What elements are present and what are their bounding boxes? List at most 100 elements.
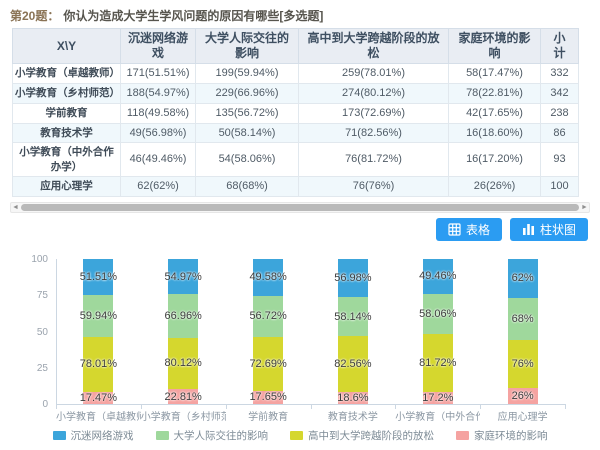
table-cell: 100 [540,175,579,197]
bar-segment[interactable]: 18.6% [337,391,369,405]
table-row: 学前教育 118(49.58%) 135(56.72%) 173(72.69%)… [12,102,579,124]
table-row: 小学教育（卓越教师） 171(51.51%) 199(59.94%) 259(7… [12,63,579,84]
x-axis-category-label: 应用心理学 [497,412,548,423]
bar-value-label: 62% [511,272,534,285]
row-label: 小学教育（中外合作办学） [12,142,121,177]
table-cell: 332 [540,63,579,84]
stacked-bar: 49.58% 56.72% 72.69% 17.65% [249,259,287,404]
x-axis-tick [140,404,142,409]
stacked-bar: 62% 68% 76% 26% [507,259,538,404]
bar-chart-view-button[interactable]: 柱状图 [509,218,588,241]
legend-item[interactable]: 沉迷网络游戏 [52,428,134,443]
bar-segment[interactable]: 22.81% [165,389,202,404]
table-view-button[interactable]: 表格 [435,218,502,241]
bar-segment[interactable]: 51.51% [80,259,117,296]
bar-segment[interactable]: 58.06% [419,293,456,335]
bar-segment[interactable]: 59.94% [80,295,117,338]
col-header-games: 沉迷网络游戏 [120,28,196,64]
x-axis-category-label: 小学教育（中外合作... [395,412,480,423]
bar-value-label: 18.6% [337,391,369,404]
chart-legend: 沉迷网络游戏 大学人际交往的影响 高中到大学跨越阶段的放松 家庭环境的影响 [0,428,600,443]
bar-value-label: 56.98% [334,272,372,285]
table-cell: 238 [540,102,579,124]
table-cell: 93 [540,142,579,177]
bar-value-label: 51.51% [79,271,118,284]
y-axis-tick-label: 0 [42,399,48,410]
bar-value-label: 17.2% [422,391,454,404]
stacked-bar: 51.51% 59.94% 78.01% 17.47% [80,259,117,404]
bar-value-label: 58.14% [334,310,372,323]
bar-value-label: 80.12% [164,357,202,370]
legend-item[interactable]: 大学人际交往的影响 [155,428,268,443]
table-row: 小学教育（中外合作办学） 46(49.46%) 54(58.06%) 76(81… [12,142,579,177]
bar-value-label: 72.69% [249,358,287,371]
table-cell: 173(72.69%) [298,102,449,124]
bar-segment[interactable]: 76% [507,340,538,388]
row-label: 学前教育 [12,102,121,124]
table-cell: 58(17.47%) [448,63,541,84]
legend-swatch [290,431,303,440]
bar-chart-view-label: 柱状图 [539,223,576,237]
y-axis-tick-label: 100 [31,254,48,265]
bar-segment[interactable]: 82.56% [334,336,372,392]
bar-segment[interactable]: 49.46% [419,259,456,294]
bar-segment[interactable]: 17.2% [422,391,454,404]
bar-segment[interactable]: 68% [507,297,538,341]
bar-segment[interactable]: 66.96% [165,294,202,338]
y-axis-tick-label: 75 [36,290,48,302]
bar-segment[interactable]: 78.01% [80,337,117,392]
bar-value-label: 76% [511,357,534,370]
bar-segment[interactable]: 62% [507,259,538,298]
legend-label: 高中到大学跨越阶段的放松 [308,430,434,442]
col-header-social: 大学人际交往的影响 [195,28,299,64]
table-cell: 71(82.56%) [298,122,449,144]
bar-value-label: 56.72% [249,310,287,323]
bar-value-label: 68% [511,313,534,325]
table-cell: 342 [540,82,579,104]
x-axis-tick [565,404,566,409]
scrollbar-left-arrow-icon[interactable]: ◄ [12,204,19,211]
bar-segment[interactable]: 17.47% [80,391,117,404]
bar-segment[interactable]: 56.72% [249,295,287,338]
x-axis-tick [395,404,397,409]
scrollbar-thumb[interactable] [21,204,579,211]
bar-segment[interactable]: 72.69% [249,337,287,391]
table-cell: 78(22.81%) [448,82,541,104]
x-axis-tick [56,404,57,409]
bar-segment[interactable]: 81.72% [419,334,456,392]
col-header-transition: 高中到大学跨越阶段的放松 [298,28,449,64]
col-header-xy: X\Y [12,28,121,64]
bar-value-label: 17.47% [79,391,118,404]
table-grid-icon [448,223,461,236]
stacked-bar: 56.98% 58.14% 82.56% 18.6% [334,259,372,405]
bar-segment[interactable]: 58.14% [334,297,372,337]
view-toolbar: 表格 柱状图 [12,218,588,241]
table-cell: 76(76%) [298,175,449,197]
bar-value-label: 81.72% [419,357,457,370]
table-row: 教育技术学 49(56.98%) 50(58.14%) 71(82.56%) 1… [12,122,579,144]
bar-segment[interactable]: 17.65% [249,390,287,404]
legend-item[interactable]: 高中到大学跨越阶段的放松 [290,428,434,443]
scrollbar-right-arrow-icon[interactable]: ► [581,204,588,211]
table-cell: 16(18.60%) [448,122,541,144]
table-header-row: X\Y 沉迷网络游戏 大学人际交往的影响 高中到大学跨越阶段的放松 家庭环境的影… [12,28,579,64]
bar-segment[interactable]: 56.98% [334,259,372,298]
bar-value-label: 17.65% [249,391,287,404]
legend-item[interactable]: 家庭环境的影响 [456,428,548,443]
crosstab-table: X\Y 沉迷网络游戏 大学人际交往的影响 高中到大学跨越阶段的放松 家庭环境的影… [12,28,579,197]
table-cell: 76(81.72%) [298,142,449,177]
table-cell: 86 [540,122,579,144]
col-header-subtotal: 小计 [540,28,579,64]
bar-segment[interactable]: 54.97% [165,259,202,295]
table-row: 小学教育（乡村师范） 188(54.97%) 229(66.96%) 274(8… [12,82,579,104]
table-cell: 16(17.20%) [448,142,541,177]
legend-swatch [52,431,66,440]
bar-segment[interactable]: 26% [507,387,538,404]
x-axis-tick [480,404,482,409]
bar-segment[interactable]: 49.58% [249,259,287,296]
bar-segment[interactable]: 80.12% [165,337,202,390]
horizontal-scrollbar[interactable]: ◄ ► [10,202,590,213]
table-cell: 199(59.94%) [195,63,299,84]
table-cell: 171(51.51%) [120,63,196,84]
question-title: 第20题： 你认为造成大学生学风问题的原因有哪些[多选题] [10,7,323,24]
